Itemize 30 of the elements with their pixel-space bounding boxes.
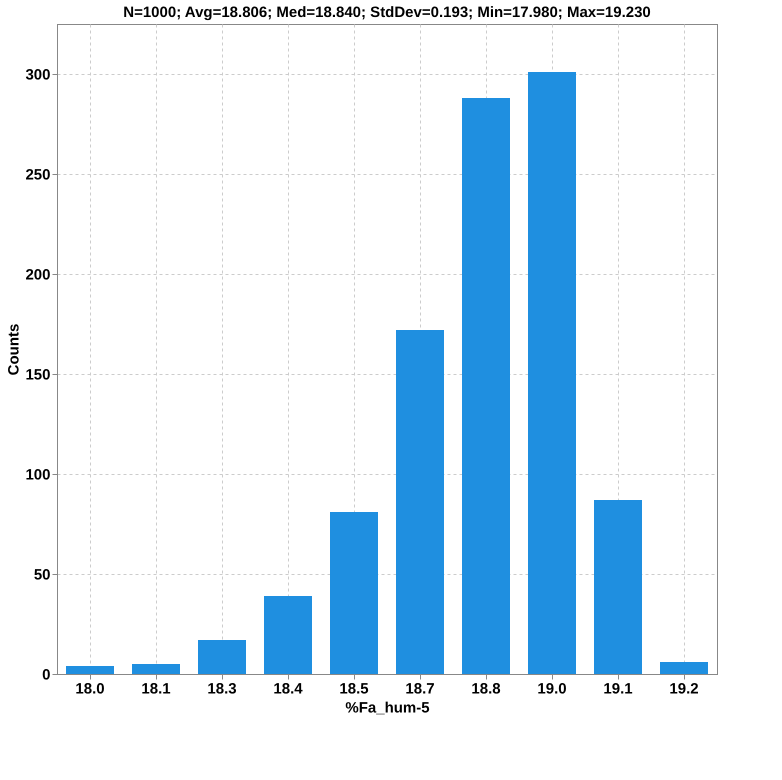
bar: [198, 640, 246, 674]
x-tick-label: 18.1: [141, 680, 171, 698]
bar: [66, 666, 114, 674]
bar: [528, 72, 576, 674]
x-tick-label: 18.3: [207, 680, 237, 698]
x-tick-label: 19.1: [603, 680, 633, 698]
y-tick-label: 100: [25, 466, 50, 484]
x-tick-label: 19.0: [537, 680, 567, 698]
y-tick-label: 150: [25, 366, 50, 384]
bar: [264, 596, 312, 674]
y-tick-label: 200: [25, 266, 50, 284]
bar: [330, 512, 378, 674]
chart-title: N=1000; Avg=18.806; Med=18.840; StdDev=0.193; Min=17.980; Max=19.230: [123, 4, 651, 21]
x-axis-title: %Fa_hum-5: [345, 700, 430, 716]
x-tick-label: 19.2: [669, 680, 699, 698]
bar: [660, 662, 708, 674]
y-tick-label: 250: [25, 166, 50, 184]
y-tick-label: 50: [34, 566, 50, 584]
y-tick-label: 0: [42, 666, 50, 684]
bar: [396, 330, 444, 674]
x-tick-label: 18.7: [405, 680, 435, 698]
y-axis-title: Counts: [5, 324, 22, 376]
x-tick-label: 18.5: [339, 680, 369, 698]
x-tick-label: 18.0: [75, 680, 105, 698]
y-tick-label: 300: [25, 66, 50, 84]
bar: [462, 98, 510, 674]
x-tick-label: 18.4: [273, 680, 304, 698]
x-tick-label: 18.8: [471, 680, 501, 698]
bar: [132, 664, 180, 674]
bar: [594, 500, 642, 674]
